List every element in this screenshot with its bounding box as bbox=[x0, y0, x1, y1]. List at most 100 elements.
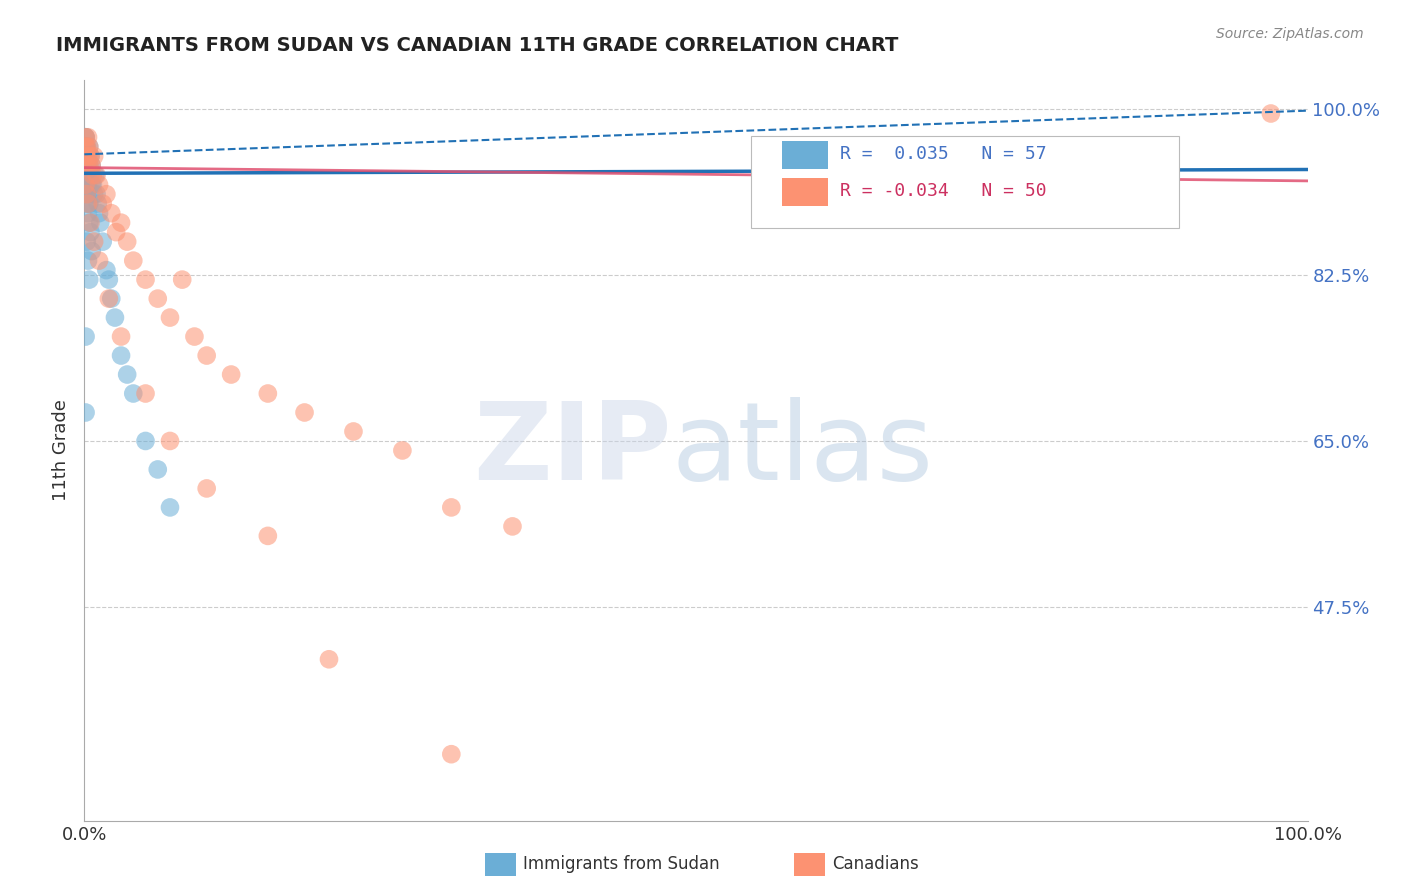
Point bbox=[83, 149, 105, 163]
Point bbox=[75, 130, 97, 145]
Point bbox=[77, 253, 100, 268]
Point bbox=[83, 187, 105, 202]
Point bbox=[75, 168, 97, 182]
Point bbox=[77, 139, 100, 153]
Point bbox=[75, 139, 97, 153]
Text: Immigrants from Sudan: Immigrants from Sudan bbox=[523, 855, 720, 873]
Point bbox=[77, 216, 100, 230]
Point bbox=[219, 368, 242, 382]
FancyBboxPatch shape bbox=[782, 141, 828, 169]
Point bbox=[115, 368, 138, 382]
Point bbox=[77, 196, 100, 211]
Point bbox=[105, 225, 128, 239]
Point bbox=[79, 149, 101, 163]
Point bbox=[80, 159, 103, 173]
Point bbox=[75, 139, 97, 153]
Point bbox=[77, 272, 100, 286]
Point bbox=[159, 434, 181, 448]
Point bbox=[75, 139, 97, 153]
Point bbox=[80, 159, 103, 173]
Point bbox=[75, 159, 97, 173]
Point bbox=[75, 130, 97, 145]
Point bbox=[82, 178, 104, 192]
Point bbox=[91, 196, 114, 211]
FancyBboxPatch shape bbox=[751, 136, 1180, 228]
Point bbox=[104, 310, 127, 325]
Point bbox=[76, 139, 98, 153]
Point bbox=[146, 292, 169, 306]
Point bbox=[76, 159, 98, 173]
Point bbox=[75, 149, 97, 163]
Point bbox=[75, 130, 97, 145]
Point bbox=[77, 206, 100, 220]
Point bbox=[86, 168, 108, 182]
Point bbox=[135, 434, 157, 448]
Point bbox=[77, 168, 100, 182]
Point bbox=[110, 216, 132, 230]
Point bbox=[77, 159, 100, 173]
Point bbox=[80, 178, 103, 192]
Text: IMMIGRANTS FROM SUDAN VS CANADIAN 11TH GRADE CORRELATION CHART: IMMIGRANTS FROM SUDAN VS CANADIAN 11TH G… bbox=[56, 36, 898, 54]
Point bbox=[183, 329, 205, 343]
Point bbox=[96, 263, 118, 277]
Point bbox=[76, 168, 98, 182]
Point bbox=[159, 310, 181, 325]
Point bbox=[77, 149, 100, 163]
Point bbox=[87, 178, 110, 192]
Point bbox=[440, 500, 463, 515]
Point bbox=[84, 168, 107, 182]
Point bbox=[77, 149, 100, 163]
Point bbox=[76, 159, 98, 173]
Point bbox=[75, 178, 97, 192]
Point bbox=[79, 168, 101, 182]
Text: ZIP: ZIP bbox=[472, 398, 672, 503]
Point bbox=[96, 187, 118, 202]
Point bbox=[172, 272, 194, 286]
Point bbox=[87, 253, 110, 268]
Point bbox=[77, 196, 100, 211]
Point bbox=[97, 292, 120, 306]
Point bbox=[87, 196, 110, 211]
Point bbox=[77, 159, 100, 173]
Point bbox=[86, 187, 108, 202]
Text: atlas: atlas bbox=[672, 398, 934, 503]
Point bbox=[294, 405, 316, 419]
Point bbox=[83, 235, 105, 249]
Point bbox=[75, 329, 97, 343]
Point bbox=[122, 386, 145, 401]
Point bbox=[77, 130, 100, 145]
Text: R = -0.034   N = 50: R = -0.034 N = 50 bbox=[841, 182, 1047, 201]
FancyBboxPatch shape bbox=[782, 178, 828, 206]
Point bbox=[82, 168, 104, 182]
Point bbox=[100, 292, 122, 306]
Point bbox=[110, 349, 132, 363]
Text: Source: ZipAtlas.com: Source: ZipAtlas.com bbox=[1216, 27, 1364, 41]
Point bbox=[146, 462, 169, 476]
Point bbox=[76, 235, 98, 249]
Point bbox=[318, 652, 340, 666]
Point bbox=[91, 235, 114, 249]
Point bbox=[391, 443, 413, 458]
Point bbox=[87, 206, 110, 220]
Point bbox=[77, 159, 100, 173]
Point bbox=[75, 178, 97, 192]
Point bbox=[75, 149, 97, 163]
Y-axis label: 11th Grade: 11th Grade bbox=[52, 400, 70, 501]
Text: Canadians: Canadians bbox=[832, 855, 920, 873]
Point bbox=[79, 225, 101, 239]
Point bbox=[257, 386, 280, 401]
Text: R =  0.035   N = 57: R = 0.035 N = 57 bbox=[841, 145, 1047, 163]
Point bbox=[76, 187, 98, 202]
Point bbox=[77, 178, 100, 192]
Point bbox=[76, 187, 98, 202]
Point bbox=[502, 519, 524, 533]
Point bbox=[75, 187, 97, 202]
Point bbox=[1260, 106, 1282, 120]
Point bbox=[159, 500, 181, 515]
Point bbox=[195, 349, 218, 363]
Point bbox=[76, 149, 98, 163]
Point bbox=[195, 482, 218, 496]
Point bbox=[76, 139, 98, 153]
Point bbox=[100, 206, 122, 220]
Point bbox=[122, 253, 145, 268]
